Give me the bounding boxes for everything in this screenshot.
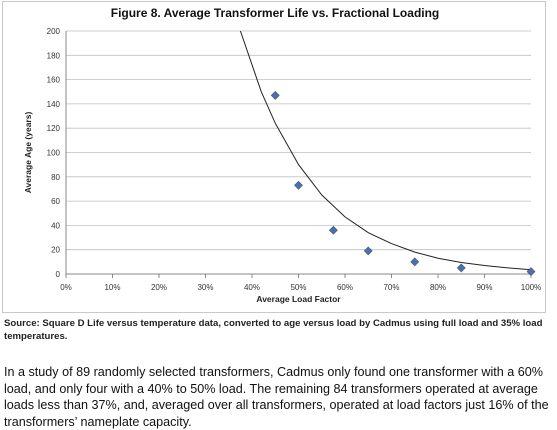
x-tick-label: 100% bbox=[521, 283, 541, 292]
data-point bbox=[328, 225, 338, 235]
trendline-curve bbox=[239, 30, 532, 271]
x-tick-label: 40% bbox=[244, 283, 260, 292]
chart-title: Figure 8. Average Transformer Life vs. F… bbox=[110, 6, 440, 20]
data-point bbox=[294, 180, 303, 190]
x-tick-label: 70% bbox=[383, 283, 399, 292]
data-point bbox=[270, 90, 280, 100]
y-tick-label: 0 bbox=[56, 270, 61, 279]
y-tick-label: 100 bbox=[47, 149, 61, 158]
data-point bbox=[456, 263, 466, 273]
y-axis-title: Average Age (years) bbox=[23, 112, 33, 194]
data-point bbox=[526, 267, 536, 276]
body-paragraph: In a study of 89 randomly selected trans… bbox=[4, 365, 549, 429]
x-tick-label: 50% bbox=[290, 283, 306, 292]
chart-frame: Figure 8. Average Transformer Life vs. F… bbox=[2, 1, 546, 313]
y-tick-label: 140 bbox=[47, 100, 61, 109]
x-tick-label: 90% bbox=[476, 283, 492, 292]
y-tick-label: 160 bbox=[47, 76, 61, 85]
x-tick-label: 0% bbox=[60, 283, 72, 292]
y-tick-label: 180 bbox=[47, 51, 61, 60]
x-tick-label: 10% bbox=[104, 283, 120, 292]
data-point bbox=[410, 257, 420, 267]
y-tick-label: 40 bbox=[51, 221, 60, 230]
x-tick-label: 20% bbox=[151, 283, 167, 292]
y-tick-label: 120 bbox=[47, 124, 61, 133]
y-tick-label: 20 bbox=[51, 246, 60, 255]
x-tick-label: 60% bbox=[337, 283, 353, 292]
x-tick-label: 80% bbox=[430, 283, 446, 292]
x-tick-label: 30% bbox=[197, 283, 213, 292]
y-tick-label: 200 bbox=[47, 27, 61, 36]
scatter-chart: 0 20 40 60 80 100 120 140 160 180 200 0% 10% 20% 30% 40… bbox=[23, 27, 541, 304]
x-axis-title: Average Load Factor bbox=[256, 294, 341, 304]
y-tick-label: 60 bbox=[51, 197, 60, 206]
data-point bbox=[363, 246, 373, 256]
figure-source-note: Source: Square D Life versus temperature… bbox=[4, 318, 543, 342]
y-tick-label: 80 bbox=[51, 173, 60, 182]
